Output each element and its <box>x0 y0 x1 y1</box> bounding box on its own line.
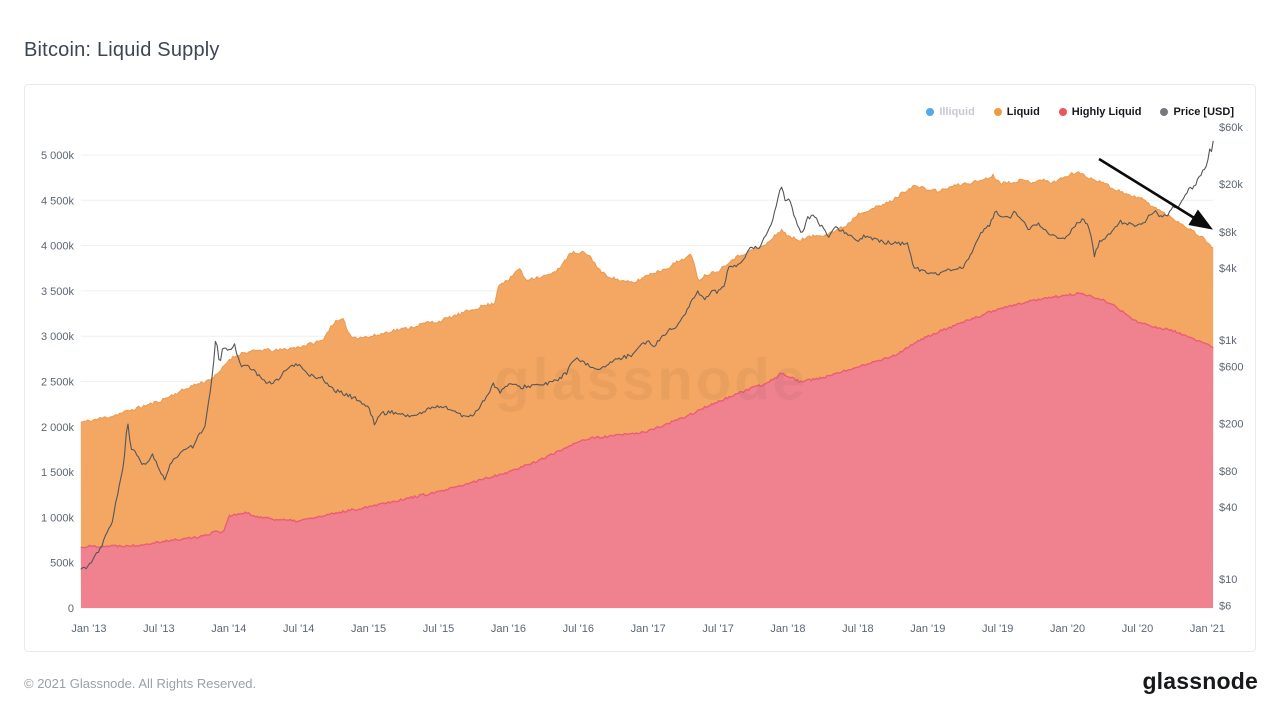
page-title: Bitcoin: Liquid Supply <box>24 39 220 62</box>
x-axis-tick: Jul '14 <box>283 623 314 635</box>
x-axis-tick: Jul '17 <box>702 623 733 635</box>
right-axis-tick: $4k <box>1219 263 1237 275</box>
x-axis-tick: Jan '16 <box>491 623 526 635</box>
right-axis-tick: $600 <box>1219 361 1243 373</box>
glassnode-logo: glassnode <box>1142 668 1258 694</box>
price-line[interactable] <box>80 140 1214 570</box>
legend-label: Illiquid <box>939 106 975 118</box>
legend-dot-icon <box>1160 108 1169 116</box>
left-axis-tick: 2 000k <box>41 422 75 434</box>
legend-dot-icon <box>993 108 1002 116</box>
left-axis-tick: 4 500k <box>41 195 75 207</box>
right-axis-tick: $6 <box>1219 601 1231 613</box>
left-axis-tick: 500k <box>50 558 74 570</box>
right-axis-tick: $20k <box>1219 179 1243 191</box>
x-axis-tick: Jan '15 <box>351 623 386 635</box>
left-axis-tick: 5 000k <box>41 150 75 162</box>
x-axis-tick: Jul '16 <box>563 623 594 635</box>
x-axis-tick: Jul '13 <box>143 623 174 635</box>
legend-item-highly-liquid[interactable]: Highly Liquid <box>1058 106 1142 118</box>
x-axis-tick: Jan '14 <box>211 623 246 635</box>
right-axis-tick: $60k <box>1219 122 1243 134</box>
left-axis-tick: 1 500k <box>41 467 75 479</box>
highly-liquid-area-edge <box>80 292 1214 549</box>
legend-dot-icon <box>1058 108 1067 116</box>
highly-liquid-area[interactable] <box>80 292 1214 608</box>
x-axis-tick: Jul '15 <box>423 623 454 635</box>
legend-item-illiquid[interactable]: Illiquid <box>926 106 975 118</box>
right-axis-tick: $10 <box>1219 574 1237 586</box>
chart-canvas: 0 500k 1 000k 1 500k 2 000k 2 500k 3 000k 3 500… <box>41 122 1244 635</box>
right-axis-tick: $1k <box>1219 335 1237 347</box>
left-axis-tick: 1 000k <box>41 512 75 524</box>
x-axis-tick: Jan '21 <box>1190 623 1225 635</box>
chart-legend: Illiquid Liquid Highly Liquid Price [USD] <box>926 106 1234 118</box>
x-axis-tick: Jul '19 <box>982 623 1013 635</box>
liquid-area-edge <box>80 171 1214 423</box>
right-axis-tick: $200 <box>1219 418 1243 430</box>
x-axis-tick: Jul '18 <box>842 623 873 635</box>
left-axis-tick: 3 500k <box>41 286 75 298</box>
right-axis-tick: $40 <box>1219 502 1237 514</box>
copyright-text: © 2021 Glassnode. All Rights Reserved. <box>24 676 257 691</box>
x-axis-tick: Jan '13 <box>71 623 106 635</box>
chart-card: Illiquid Liquid Highly Liquid Price [USD] 0… <box>24 84 1256 652</box>
x-axis-tick: Jul '20 <box>1122 623 1153 635</box>
left-axis-tick: 4 000k <box>41 241 75 253</box>
x-axis-tick: Jan '19 <box>910 623 945 635</box>
legend-label: Liquid <box>1006 106 1040 118</box>
legend-label: Price [USD] <box>1173 106 1234 118</box>
right-axis-tick: $80 <box>1219 466 1237 478</box>
x-axis-tick: Jan '17 <box>631 623 666 635</box>
legend-item-liquid[interactable]: Liquid <box>993 106 1040 118</box>
downtrend-arrow-annotation <box>1098 157 1213 230</box>
right-axis-tick: $8k <box>1219 227 1237 239</box>
legend-item-price-usd-[interactable]: Price [USD] <box>1160 106 1234 118</box>
left-axis-tick: 3 000k <box>41 331 75 343</box>
x-axis-tick: Jan '20 <box>1050 623 1085 635</box>
left-axis-tick: 0 <box>68 603 74 615</box>
left-axis-tick: 2 500k <box>41 377 75 389</box>
x-axis-tick: Jan '18 <box>770 623 805 635</box>
legend-label: Highly Liquid <box>1071 106 1142 118</box>
legend-dot-icon <box>926 108 935 116</box>
